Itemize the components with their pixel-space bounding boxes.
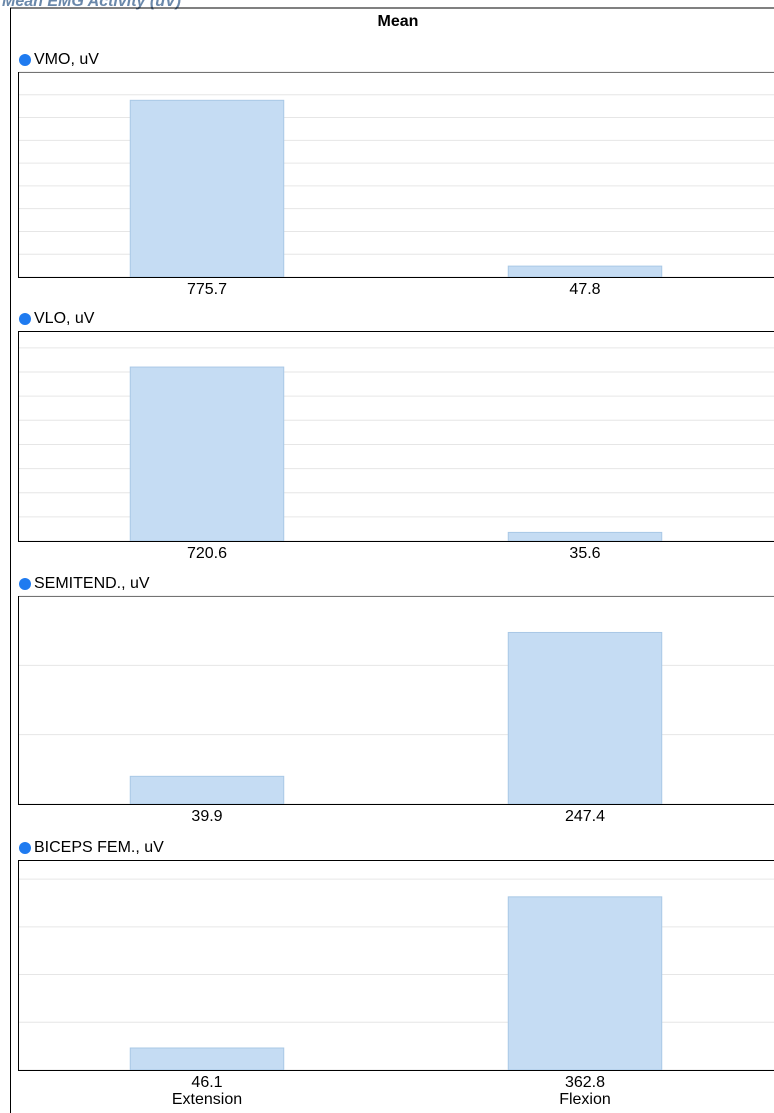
bar [507, 631, 663, 805]
value-label: 47.8 [569, 281, 600, 298]
value-label: 720.6 [187, 545, 227, 562]
panel-title: VMO, uV [34, 51, 99, 68]
page-title: Mean EMG Activity (uV) [2, 0, 181, 10]
bar [129, 99, 285, 278]
series-dot [19, 313, 31, 325]
value-label: 362.8 [565, 1074, 605, 1091]
panel-title: VLO, uV [34, 310, 95, 327]
panel-title: BICEPS FEM., uV [34, 839, 164, 856]
series-dot [19, 54, 31, 66]
value-label: 775.7 [187, 281, 227, 298]
bar [507, 531, 663, 542]
bar [129, 1047, 285, 1071]
bar [507, 265, 663, 278]
bar [507, 896, 663, 1071]
bar [129, 366, 285, 542]
value-label: 39.9 [191, 808, 222, 825]
series-dot [19, 842, 31, 854]
x-tick-label: Flexion [559, 1091, 611, 1108]
value-label: 46.1 [191, 1074, 222, 1091]
series-dot [19, 578, 31, 590]
x-tick-label: Extension [172, 1091, 242, 1108]
section-header: Mean [378, 13, 419, 30]
value-label: 247.4 [565, 808, 605, 825]
bar [129, 775, 285, 805]
value-label: 35.6 [569, 545, 600, 562]
panel-title: SEMITEND., uV [34, 575, 150, 592]
